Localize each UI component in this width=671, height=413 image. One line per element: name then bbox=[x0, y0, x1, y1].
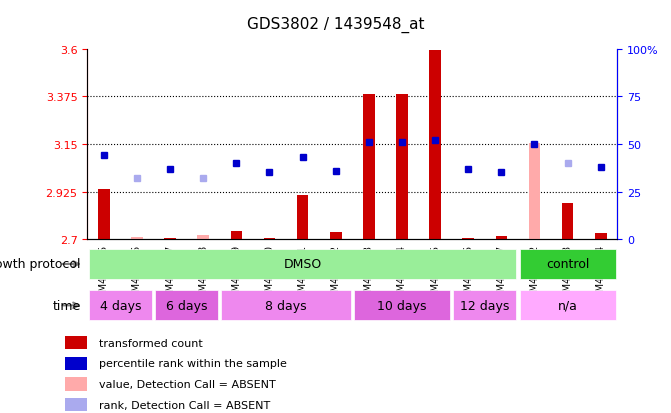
Bar bbox=[330, 232, 342, 240]
Bar bbox=[98, 190, 109, 240]
Bar bbox=[131, 237, 143, 240]
Text: n/a: n/a bbox=[558, 299, 578, 312]
Bar bbox=[231, 231, 242, 240]
Text: 4 days: 4 days bbox=[99, 299, 141, 312]
Bar bbox=[496, 236, 507, 240]
Text: time: time bbox=[52, 299, 81, 312]
Bar bbox=[65, 357, 87, 370]
Text: DMSO: DMSO bbox=[283, 258, 321, 271]
FancyBboxPatch shape bbox=[454, 291, 516, 320]
Text: 8 days: 8 days bbox=[265, 299, 307, 312]
Bar bbox=[595, 233, 607, 240]
Bar bbox=[65, 336, 87, 349]
Text: 6 days: 6 days bbox=[166, 299, 207, 312]
Text: rank, Detection Call = ABSENT: rank, Detection Call = ABSENT bbox=[99, 400, 270, 410]
Bar bbox=[65, 398, 87, 411]
Text: 10 days: 10 days bbox=[377, 299, 427, 312]
FancyBboxPatch shape bbox=[155, 291, 218, 320]
FancyBboxPatch shape bbox=[519, 249, 616, 279]
Text: 12 days: 12 days bbox=[460, 299, 509, 312]
Bar bbox=[429, 51, 441, 240]
Text: percentile rank within the sample: percentile rank within the sample bbox=[99, 358, 287, 368]
Text: value, Detection Call = ABSENT: value, Detection Call = ABSENT bbox=[99, 379, 276, 389]
Bar bbox=[164, 238, 176, 240]
Bar bbox=[197, 235, 209, 240]
FancyBboxPatch shape bbox=[221, 291, 351, 320]
Bar bbox=[363, 95, 374, 240]
FancyBboxPatch shape bbox=[354, 291, 450, 320]
Bar bbox=[396, 95, 408, 240]
FancyBboxPatch shape bbox=[89, 249, 516, 279]
Bar bbox=[462, 238, 474, 240]
FancyBboxPatch shape bbox=[519, 291, 616, 320]
Bar bbox=[65, 377, 87, 391]
Bar bbox=[264, 238, 275, 240]
Text: GDS3802 / 1439548_at: GDS3802 / 1439548_at bbox=[247, 17, 424, 33]
Text: growth protocol: growth protocol bbox=[0, 258, 81, 271]
Text: transformed count: transformed count bbox=[99, 338, 203, 348]
Bar bbox=[529, 143, 540, 240]
Bar bbox=[297, 195, 309, 240]
FancyBboxPatch shape bbox=[89, 291, 152, 320]
Text: control: control bbox=[546, 258, 589, 271]
Bar bbox=[562, 204, 574, 240]
